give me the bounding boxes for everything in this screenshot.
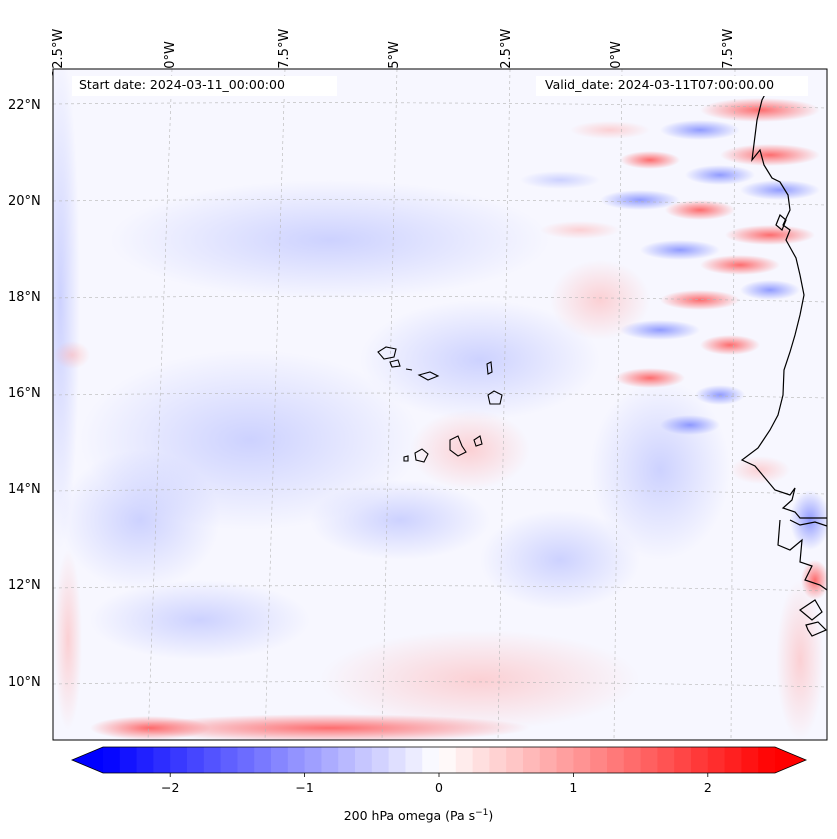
lat-label: 20°N	[8, 194, 41, 209]
colorbar-segment	[439, 747, 457, 773]
start-date-label: Start date: 2024-03-11_00:00:00	[79, 77, 285, 92]
colorbar-segment	[607, 747, 625, 773]
convective-streaks	[520, 98, 827, 600]
colorbar	[70, 746, 808, 777]
colorbar-tick-label: −2	[160, 780, 180, 795]
colorbar-segment	[506, 747, 524, 773]
colorbar-segment	[422, 747, 440, 773]
colorbar-segment	[590, 747, 608, 773]
lat-label: 12°N	[8, 578, 41, 593]
colorbar-label: 200 hPa omega (Pa s−1)	[0, 808, 837, 823]
colorbar-segment	[472, 747, 490, 773]
colorbar-segment	[724, 747, 742, 773]
colorbar-segment	[187, 747, 205, 773]
colorbar-outline	[70, 746, 808, 774]
colorbar-segment	[119, 747, 138, 773]
colorbar-extend-max	[775, 747, 806, 773]
colorbar-segment	[237, 747, 255, 773]
colorbar-segment	[153, 747, 171, 773]
colorbar-segment	[304, 747, 322, 773]
lat-label: 10°N	[8, 675, 41, 690]
cape-verde-islands	[377, 346, 503, 463]
colorbar-segment	[220, 747, 238, 773]
graticule	[53, 69, 827, 740]
colorbar-segment	[203, 747, 222, 773]
colorbar-segment	[136, 747, 154, 773]
colorbar-label-close: )	[488, 808, 494, 824]
lat-label: 18°N	[8, 290, 41, 305]
colorbar-segment	[254, 747, 272, 773]
colorbar-segment	[321, 747, 339, 773]
colorbar-segment	[674, 747, 692, 773]
colorbar-segment	[691, 747, 709, 773]
colorbar-segment	[405, 747, 423, 773]
lat-label: 14°N	[8, 482, 41, 497]
valid-date-label: Valid_date: 2024-03-11T07:00:00.00	[545, 77, 775, 92]
colorbar-segment	[640, 747, 658, 773]
colorbar-segment	[170, 747, 188, 773]
colorbar-segment	[707, 747, 726, 773]
colorbar-segment	[657, 747, 675, 773]
colorbar-label-exponent: −1	[475, 808, 489, 818]
colorbar-segment	[338, 747, 356, 773]
colorbar-segment	[103, 747, 121, 773]
colorbar-segment	[556, 747, 574, 773]
colorbar-segment	[539, 747, 558, 773]
colorbar-segment	[287, 747, 306, 773]
colorbar-tick-label: 2	[703, 780, 712, 795]
coastline	[740, 84, 827, 519]
colorbar-segment	[741, 747, 759, 773]
colorbar-segment	[271, 747, 289, 773]
lat-label: 22°N	[8, 98, 41, 113]
colorbar-segment	[758, 747, 776, 773]
colorbar-tick-label: 0	[435, 780, 443, 795]
colorbar-segment	[388, 747, 406, 773]
colorbar-extend-min	[72, 747, 103, 773]
colorbar-segment	[523, 747, 541, 773]
colorbar-segment	[623, 747, 642, 773]
colorbar-segment	[455, 747, 474, 773]
start-date-box	[72, 76, 337, 96]
colorbar-segment	[489, 747, 507, 773]
lat-label: 16°N	[8, 386, 41, 401]
colorbar-segment	[371, 747, 390, 773]
colorbar-tick-label: −1	[295, 780, 314, 795]
colorbar-segment	[573, 747, 591, 773]
colorbar-label-text: 200 hPa omega (Pa s	[343, 808, 476, 824]
omega-field	[53, 69, 827, 740]
colorbar-tick-label: 1	[569, 780, 578, 795]
valid-date-box	[536, 76, 808, 96]
colorbar-segment	[355, 747, 373, 773]
